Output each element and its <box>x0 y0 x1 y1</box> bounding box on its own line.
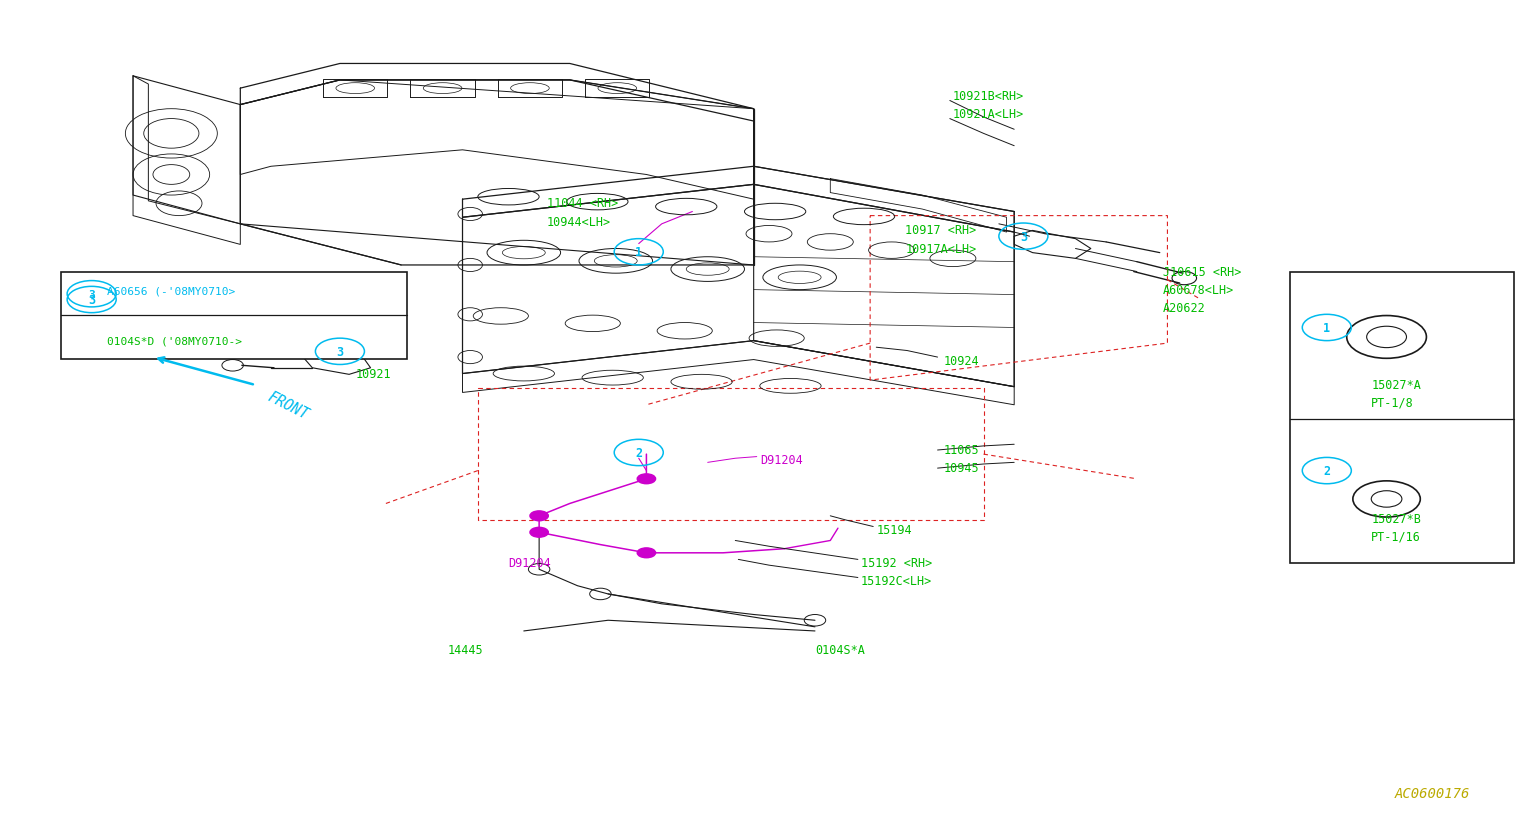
Text: 11044 <RH>: 11044 <RH> <box>548 197 618 210</box>
Text: 3: 3 <box>88 294 95 307</box>
Text: A60656 (-'08MY0710>: A60656 (-'08MY0710> <box>108 286 235 296</box>
Text: 3: 3 <box>337 346 343 358</box>
Text: 10921A<LH>: 10921A<LH> <box>954 108 1024 121</box>
Text: 3: 3 <box>1020 231 1027 243</box>
Text: 10921B<RH>: 10921B<RH> <box>954 90 1024 103</box>
Text: 0104S*D ('08MY0710->: 0104S*D ('08MY0710-> <box>108 337 241 347</box>
Bar <box>1290 272 1513 563</box>
Text: FRONT: FRONT <box>265 389 311 422</box>
Text: 0104S*A: 0104S*A <box>815 643 864 656</box>
Bar <box>62 272 408 359</box>
Text: 10917A<LH>: 10917A<LH> <box>906 242 977 256</box>
Text: J10615 <RH>: J10615 <RH> <box>1163 265 1241 279</box>
Text: 10921: 10921 <box>355 367 391 380</box>
Text: 15027*A: 15027*A <box>1372 378 1421 391</box>
Text: A60678<LH>: A60678<LH> <box>1163 284 1233 297</box>
Text: A20622: A20622 <box>1163 302 1206 315</box>
Text: AC0600176: AC0600176 <box>1395 786 1470 800</box>
Text: 10924: 10924 <box>944 355 980 367</box>
Circle shape <box>531 528 549 538</box>
Circle shape <box>637 548 655 558</box>
Text: PT-1/8: PT-1/8 <box>1372 396 1413 409</box>
Text: 2: 2 <box>635 447 643 460</box>
Text: 15194: 15194 <box>877 523 912 537</box>
Circle shape <box>531 511 549 521</box>
Text: 15027*B: 15027*B <box>1372 512 1421 525</box>
Text: 15192 <RH>: 15192 <RH> <box>861 557 932 570</box>
Text: 10945: 10945 <box>944 461 980 474</box>
Text: 1: 1 <box>635 246 643 259</box>
Text: 3: 3 <box>88 289 95 299</box>
Text: 11065: 11065 <box>944 443 980 457</box>
Text: 2: 2 <box>1323 465 1330 477</box>
Text: D91204: D91204 <box>509 557 551 570</box>
Text: D91204: D91204 <box>760 453 803 466</box>
Text: 10944<LH>: 10944<LH> <box>548 216 611 228</box>
Text: 10917 <RH>: 10917 <RH> <box>906 224 977 237</box>
Circle shape <box>637 475 655 484</box>
Text: 14445: 14445 <box>448 643 483 656</box>
Text: PT-1/16: PT-1/16 <box>1372 530 1421 543</box>
Text: 15192C<LH>: 15192C<LH> <box>861 575 932 587</box>
Text: 1: 1 <box>1323 322 1330 335</box>
